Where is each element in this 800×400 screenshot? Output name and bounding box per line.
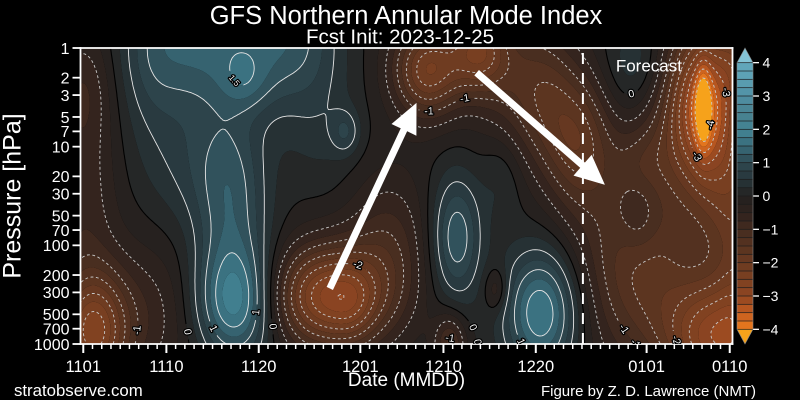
svg-text:0110: 0110	[712, 358, 747, 376]
svg-text:Forecast: Forecast	[616, 56, 682, 75]
svg-text:1110: 1110	[149, 358, 183, 376]
svg-text:1000: 1000	[34, 337, 70, 354]
svg-text:stratobserve.com: stratobserve.com	[14, 381, 143, 400]
svg-text:GFS Northern Annular Mode Inde: GFS Northern Annular Mode Index	[210, 2, 603, 30]
svg-text:−1: −1	[763, 221, 779, 237]
svg-text:Date (MMDD): Date (MMDD)	[348, 370, 465, 391]
svg-text:1220: 1220	[517, 358, 554, 376]
svg-text:−2: −2	[763, 255, 779, 271]
svg-text:1: 1	[763, 155, 771, 171]
svg-text:−3: −3	[763, 288, 779, 304]
svg-text:200: 200	[43, 268, 70, 285]
svg-text:20: 20	[52, 169, 70, 186]
svg-text:500: 500	[43, 307, 70, 324]
svg-text:1210: 1210	[425, 358, 462, 376]
svg-text:70: 70	[52, 223, 70, 240]
svg-text:1120: 1120	[241, 358, 276, 376]
svg-text:0101: 0101	[628, 358, 665, 376]
svg-text:300: 300	[43, 285, 70, 302]
svg-text:2: 2	[61, 70, 70, 87]
svg-text:Fcst Init: 2023-12-25: Fcst Init: 2023-12-25	[306, 26, 494, 49]
svg-text:50: 50	[52, 208, 70, 225]
svg-text:1201: 1201	[342, 358, 379, 376]
svg-text:10: 10	[52, 139, 70, 156]
svg-text:30: 30	[52, 187, 70, 204]
svg-text:1101: 1101	[66, 358, 101, 376]
svg-text:4: 4	[763, 55, 771, 71]
svg-text:Pressure [hPa]: Pressure [hPa]	[0, 113, 27, 278]
svg-text:Figure by Z. D. Lawrence (NMT): Figure by Z. D. Lawrence (NMT)	[541, 383, 756, 400]
svg-text:5: 5	[61, 110, 70, 127]
svg-text:3: 3	[763, 88, 771, 104]
svg-text:7: 7	[61, 124, 70, 141]
svg-text:2: 2	[763, 121, 771, 137]
svg-text:1: 1	[61, 41, 70, 58]
svg-text:700: 700	[43, 322, 70, 339]
svg-text:−4: −4	[763, 321, 779, 337]
svg-text:100: 100	[43, 238, 70, 255]
svg-text:0: 0	[763, 188, 771, 204]
svg-text:3: 3	[61, 88, 70, 105]
